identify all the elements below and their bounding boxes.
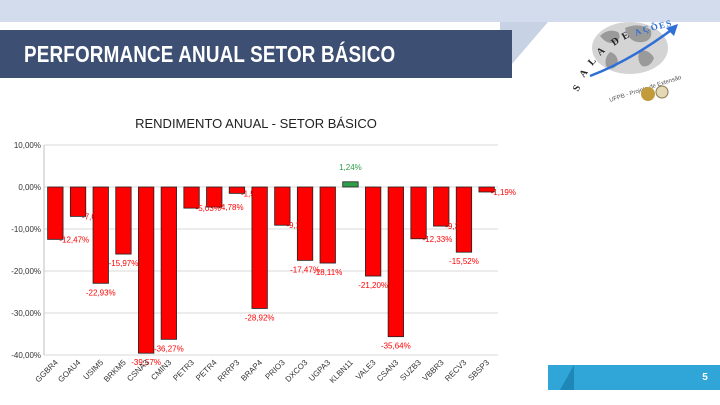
x-tick-label: SBSP3 <box>466 358 491 383</box>
data-label: -1,19% <box>491 188 516 197</box>
data-label: -18,11% <box>313 268 342 277</box>
svg-text:A: A <box>633 26 644 38</box>
x-tick-label: PETR3 <box>171 358 196 383</box>
grid-layer <box>43 144 498 356</box>
bar <box>206 186 223 208</box>
svg-text:Ç: Ç <box>641 23 651 35</box>
svg-text:E: E <box>658 20 667 31</box>
x-tick-label: DXCO3 <box>284 358 310 384</box>
bar <box>478 186 495 193</box>
y-tick-label: -30,00% <box>11 309 41 318</box>
y-tick-label: -20,00% <box>11 267 41 276</box>
svg-text:E: E <box>620 30 632 43</box>
svg-text:S: S <box>665 18 673 29</box>
top-band <box>0 0 720 22</box>
x-tick-label: GGBR4 <box>34 358 61 385</box>
page-number: 5 <box>702 372 708 383</box>
sala-de-acoes-logo: S A L A D E A Ç Õ E S UFPB - Projeto de … <box>571 18 683 104</box>
tick-layer: 10,00%0,00%-10,00%-20,00%-30,00%-40,00%G… <box>11 141 491 385</box>
svg-text:S: S <box>571 83 584 93</box>
bar <box>455 186 473 253</box>
bar <box>251 186 268 309</box>
bar <box>365 186 382 277</box>
data-label: -17,47% <box>290 265 320 274</box>
bar <box>47 186 64 240</box>
bar <box>92 186 109 284</box>
x-tick-label: SUZB3 <box>398 358 423 383</box>
bar <box>433 186 450 227</box>
page-badge <box>548 365 720 390</box>
data-label: -5,03% <box>196 204 221 213</box>
svg-text:Õ: Õ <box>649 21 659 33</box>
x-tick-label: VALE3 <box>354 358 378 382</box>
bar <box>410 186 427 240</box>
y-tick-label: 0,00% <box>18 183 41 192</box>
data-label: 1,24% <box>339 163 362 172</box>
data-label: -21,20% <box>358 281 388 290</box>
data-label: -22,93% <box>86 288 116 297</box>
data-label: -9,10% <box>286 221 311 230</box>
x-tick-label: BRKM5 <box>102 358 128 384</box>
data-label: -9,31% <box>445 222 470 231</box>
bar-layer <box>47 181 495 354</box>
bar <box>115 186 132 255</box>
x-tick-label: GOAU4 <box>56 358 83 385</box>
data-label: -12,47% <box>59 235 89 244</box>
x-tick-label: RRRP3 <box>216 358 242 384</box>
y-tick-label: 10,00% <box>14 141 41 150</box>
data-label: -12,33% <box>423 235 453 244</box>
x-tick-label: CSAN3 <box>375 358 401 384</box>
x-tick-label: BRAP4 <box>239 358 264 383</box>
x-tick-label: RECV3 <box>443 358 469 384</box>
data-label: -4,78% <box>218 203 243 212</box>
bar <box>342 181 359 188</box>
data-label: -15,97% <box>109 259 139 268</box>
bar <box>387 186 404 338</box>
label-layer: -12,47% -7,00% -22,93% -15,97% -39,57% -36,27… <box>59 163 516 367</box>
svg-text:A: A <box>577 67 591 80</box>
data-label: -35,64% <box>381 342 411 351</box>
x-tick-label: KLBN11 <box>328 358 355 385</box>
bar <box>319 186 336 264</box>
page-badge-accent <box>560 365 574 390</box>
data-label: -1,52% <box>241 189 266 198</box>
bar-chart: RENDIMENTO ANUAL - SETOR BÁSICO -12,47%-… <box>11 116 516 385</box>
bar <box>160 186 177 340</box>
bar <box>296 186 314 261</box>
x-tick-label: VBBR3 <box>421 358 446 383</box>
bar <box>228 186 246 194</box>
bar <box>183 186 200 209</box>
bar <box>69 186 87 217</box>
data-label: -7,00% <box>82 212 107 221</box>
bar <box>274 186 291 226</box>
x-tick-label: PETR4 <box>194 358 219 383</box>
data-label: -28,92% <box>245 313 275 322</box>
bar <box>138 186 155 354</box>
y-tick-label: -40,00% <box>11 351 41 360</box>
page-title: PERFORMANCE ANUAL SETOR BÁSICO <box>24 41 396 67</box>
data-label: -39,57% <box>131 358 161 367</box>
data-label: -15,52% <box>449 257 479 266</box>
y-tick-label: -10,00% <box>11 225 41 234</box>
chart-title: RENDIMENTO ANUAL - SETOR BÁSICO <box>135 116 377 131</box>
title-bar <box>0 30 512 78</box>
data-label: -36,27% <box>154 344 184 353</box>
